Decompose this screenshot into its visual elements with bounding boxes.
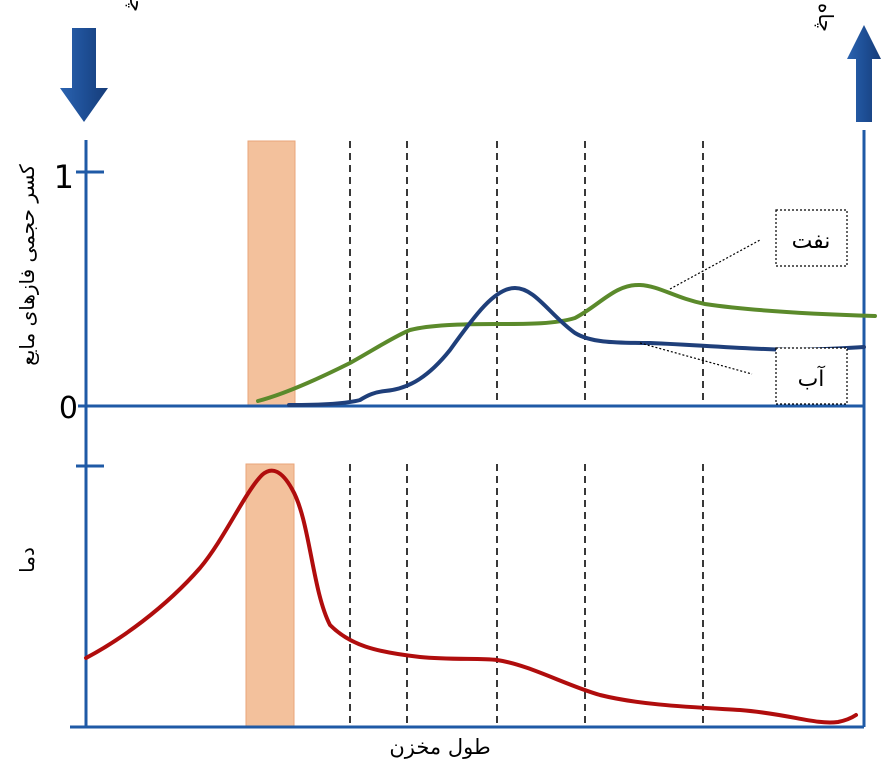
- water-legend-connector: [639, 342, 753, 375]
- y-axis-title-bottom: دما: [15, 547, 39, 573]
- water-curve: [287, 285, 866, 407]
- injection-well-label: چاه تزریق هوا: [125, 0, 149, 12]
- tick-label-zero: 0: [59, 391, 78, 426]
- production-well-label: چاه برداشت: [814, 0, 838, 32]
- x-axis-title: طول مخزن: [389, 735, 490, 759]
- water-legend-box: [775, 347, 848, 405]
- temperature-curve: [84, 468, 858, 725]
- up-arrow-icon: [847, 25, 881, 122]
- combustion-zone-top: [247, 140, 296, 407]
- y-axis-title-top: کسر حجمی فازهای مایع: [15, 164, 39, 366]
- down-arrow-icon: [60, 28, 108, 122]
- oil-legend-connector: [669, 239, 761, 290]
- zone-dividers: [349, 141, 704, 727]
- axes: [70, 130, 866, 729]
- oil-curve: [256, 282, 877, 403]
- water-legend-label: آب: [798, 365, 826, 392]
- tick-label-one: 1: [54, 158, 74, 196]
- oil-legend-box: [775, 209, 848, 267]
- combustion-zone-bottom: [245, 463, 295, 728]
- oil-legend-label: نفت: [792, 229, 831, 254]
